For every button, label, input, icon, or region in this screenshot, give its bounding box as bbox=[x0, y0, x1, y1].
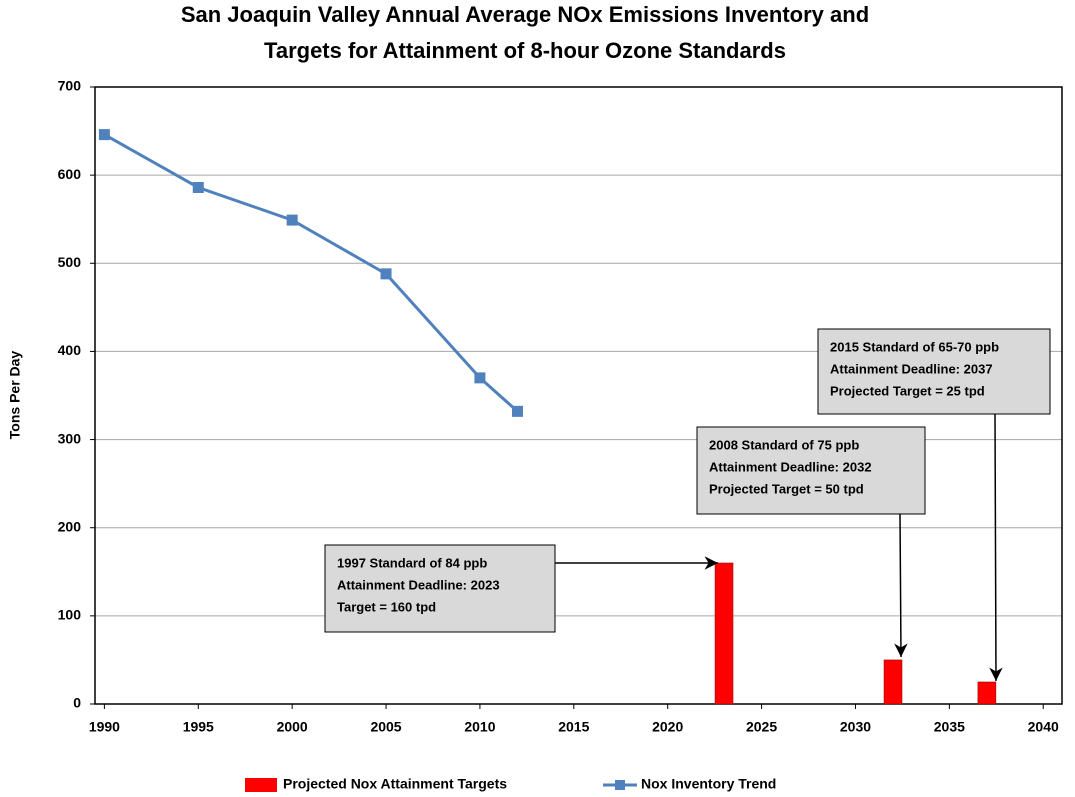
plot-border bbox=[94, 86, 1063, 705]
marker bbox=[474, 372, 486, 384]
chart-title: San Joaquin Valley Annual Average NOx Em… bbox=[181, 2, 869, 27]
annotation-arrow bbox=[989, 413, 1003, 682]
x-tick-label: 2000 bbox=[277, 719, 308, 735]
x-tick-label: 2035 bbox=[934, 719, 965, 735]
chart-title: Targets for Attainment of 8-hour Ozone S… bbox=[264, 38, 786, 63]
marker bbox=[192, 181, 204, 193]
annotation-text: 2008 Standard of 75 ppb bbox=[709, 437, 859, 452]
marker bbox=[286, 214, 298, 226]
line bbox=[103, 133, 519, 413]
annotation-text: Target = 160 tpd bbox=[337, 599, 436, 614]
x-tick-label: 1995 bbox=[183, 719, 214, 735]
annotation-text: 1997 Standard of 84 ppb bbox=[337, 555, 487, 570]
x-tick-label: 2030 bbox=[840, 719, 871, 735]
annotation-text: Projected Target = 50 tpd bbox=[709, 481, 864, 496]
bar bbox=[714, 562, 734, 705]
y-tick-label: 600 bbox=[58, 166, 82, 182]
annotation-text: 2015 Standard of 65-70 ppb bbox=[830, 339, 999, 354]
x-tick-label: 2020 bbox=[652, 719, 683, 735]
legend-swatch bbox=[615, 780, 625, 790]
annotation-arrow bbox=[894, 513, 908, 658]
y-tick-label: 0 bbox=[73, 695, 81, 711]
y-tick-label: 700 bbox=[58, 78, 82, 94]
marker bbox=[511, 405, 523, 417]
y-tick-label: 400 bbox=[58, 342, 82, 358]
x-tick-label: 2010 bbox=[464, 719, 495, 735]
y-tick-label: 300 bbox=[58, 430, 82, 446]
legend-label: Nox Inventory Trend bbox=[641, 776, 776, 792]
annotation-text: Attainment Deadline: 2032 bbox=[709, 459, 872, 474]
legend-swatch bbox=[245, 778, 277, 792]
legend-label: Projected Nox Attainment Targets bbox=[283, 776, 507, 792]
bar bbox=[977, 681, 997, 705]
x-tick-label: 1990 bbox=[89, 719, 120, 735]
y-axis-label: Tons Per Day bbox=[7, 351, 23, 440]
annotation-box bbox=[324, 544, 556, 633]
annotation-box bbox=[696, 426, 926, 515]
x-tick-label: 2025 bbox=[746, 719, 777, 735]
annotation-text: Attainment Deadline: 2037 bbox=[830, 361, 993, 376]
y-tick-label: 500 bbox=[58, 254, 82, 270]
x-tick-label: 2040 bbox=[1028, 719, 1059, 735]
x-tick-label: 2005 bbox=[370, 719, 401, 735]
bar bbox=[883, 659, 903, 705]
marker bbox=[98, 129, 110, 141]
annotation-text: Attainment Deadline: 2023 bbox=[337, 577, 500, 592]
y-tick-label: 100 bbox=[58, 607, 82, 623]
annotation-box bbox=[817, 328, 1051, 415]
marker bbox=[380, 268, 392, 280]
annotation-text: Projected Target = 25 tpd bbox=[830, 383, 985, 398]
y-tick-label: 200 bbox=[58, 518, 82, 534]
x-tick-label: 2015 bbox=[558, 719, 589, 735]
